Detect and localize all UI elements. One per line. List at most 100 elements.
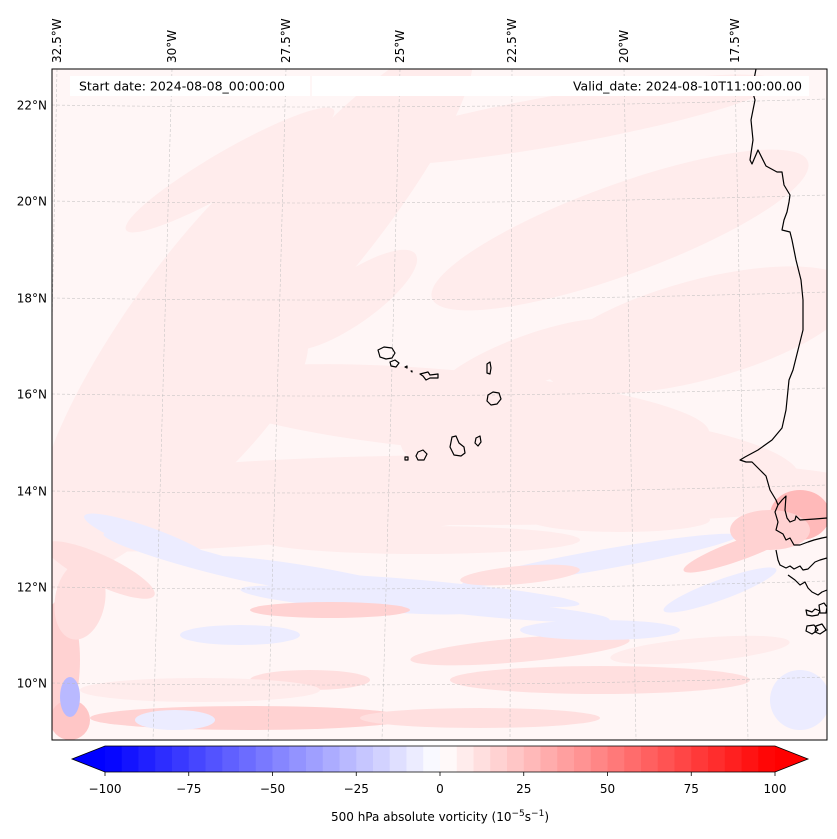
meridian-line xyxy=(623,69,637,740)
valid-date-box xyxy=(312,76,809,96)
colorbar-segment xyxy=(674,746,692,772)
vorticity-contour xyxy=(663,567,777,613)
latitude-tick-label: 14°N xyxy=(17,485,47,499)
island-outline xyxy=(377,346,396,360)
colorbar-segment xyxy=(155,746,173,772)
colorbar-tick-label: −75 xyxy=(176,782,201,796)
vorticity-contour xyxy=(410,634,630,666)
start-date-box xyxy=(70,76,310,96)
colorbar-segment xyxy=(105,746,123,772)
vorticity-contour xyxy=(260,572,580,608)
meridian-line xyxy=(509,69,513,740)
colorbar-segment xyxy=(339,746,357,772)
colorbar-tick-label: −50 xyxy=(260,782,285,796)
coastlines xyxy=(377,69,827,635)
vorticity-contour xyxy=(54,560,106,640)
colorbar-segment xyxy=(758,746,776,772)
island-outline xyxy=(410,370,413,373)
valid-date-label: Valid_date: 2024-08-10T11:00:00.00 xyxy=(573,79,802,94)
colorbar-tick-label: 25 xyxy=(516,782,531,796)
coastline xyxy=(814,623,827,635)
latitude-tick-label: 22°N xyxy=(17,99,47,113)
vorticity-contour xyxy=(431,149,809,311)
longitude-tick-label: 25°W xyxy=(393,30,407,63)
colorbar-segment xyxy=(205,746,223,772)
colorbar-segment xyxy=(691,746,709,772)
coastline xyxy=(805,608,821,617)
colorbar-segment xyxy=(507,746,525,772)
colorbar-segment xyxy=(473,746,491,772)
colorbar-segment xyxy=(121,746,140,772)
vorticity-contour xyxy=(390,597,610,623)
vorticity-field xyxy=(52,69,827,740)
colorbar-segment xyxy=(590,746,609,772)
longitude-tick-label: 20°W xyxy=(617,30,631,63)
parallel-line xyxy=(52,580,827,590)
parallel-line xyxy=(52,194,827,204)
parallel-line xyxy=(52,387,827,397)
island-outline xyxy=(474,435,482,447)
latitude-tick-label: 16°N xyxy=(17,388,47,402)
latitude-tick-label: 20°N xyxy=(17,195,47,209)
colorbar-segment xyxy=(373,746,391,772)
colorbar-segment xyxy=(188,746,207,772)
vorticity-contour xyxy=(450,666,750,694)
colorbar-segment xyxy=(724,746,743,772)
colorbar-segment xyxy=(289,746,307,772)
graticule xyxy=(52,69,827,740)
colorbar-segment xyxy=(172,746,190,772)
longitude-tick-label: 17.5°W xyxy=(728,18,742,63)
coastline xyxy=(777,495,827,523)
vorticity-contour xyxy=(770,670,827,730)
vorticity-contour xyxy=(52,541,155,599)
meridian-line xyxy=(381,69,401,740)
colorbar-segment xyxy=(657,746,676,772)
island-outline xyxy=(389,359,400,368)
island-outline xyxy=(486,361,492,375)
colorbar-segment xyxy=(607,746,625,772)
colorbar-segment xyxy=(440,746,458,772)
colorbar-tick-label: −25 xyxy=(344,782,369,796)
island-outline xyxy=(415,449,428,461)
vorticity-contour xyxy=(530,508,710,532)
vorticity-contour xyxy=(520,620,680,640)
meridian-line xyxy=(52,69,58,343)
colorbar-tick-label: 0 xyxy=(436,782,444,796)
colorbar-label: 500 hPa absolute vorticity (10−5s−1) xyxy=(331,809,549,824)
vorticity-contour xyxy=(135,710,215,730)
island-outline xyxy=(419,371,439,381)
vorticity-contour xyxy=(544,266,827,394)
island-outline xyxy=(404,365,408,369)
longitude-tick-label: 30°W xyxy=(165,30,179,63)
vorticity-contour xyxy=(180,625,300,645)
coastline xyxy=(739,69,804,506)
start-date-label: Start date: 2024-08-08_00:00:00 xyxy=(79,79,285,94)
longitude-tick-label: 32.5°W xyxy=(50,18,64,63)
latitude-tick-label: 12°N xyxy=(17,581,47,595)
colorbar-segment xyxy=(557,746,575,772)
vorticity-contour xyxy=(730,510,810,550)
meridian-line xyxy=(152,69,173,740)
island-outline xyxy=(404,456,409,461)
colorbar: −100 −75 −50 −25 0 25 50 75 100 xyxy=(70,745,810,796)
island-outline xyxy=(449,435,466,457)
vorticity-contour xyxy=(343,74,777,166)
vorticity-contour xyxy=(52,700,90,740)
vorticity-contour xyxy=(80,678,320,702)
colorbar-tick-label: 100 xyxy=(764,782,787,796)
vorticity-contour xyxy=(460,564,580,586)
vorticity-contour xyxy=(610,635,790,665)
vorticity-contour xyxy=(125,107,335,233)
colorbar-tick-label: 75 xyxy=(684,782,699,796)
parallel-line xyxy=(52,676,827,686)
map-frame xyxy=(51,68,828,741)
parallel-line xyxy=(52,484,827,494)
vorticity-contour xyxy=(60,677,80,717)
vorticity-contour xyxy=(250,602,410,618)
colorbar-segment xyxy=(456,746,475,772)
island-outline xyxy=(486,391,502,406)
colorbar-tick-label: 50 xyxy=(600,782,615,796)
colorbar-segment xyxy=(138,746,156,772)
coastline xyxy=(774,504,827,546)
